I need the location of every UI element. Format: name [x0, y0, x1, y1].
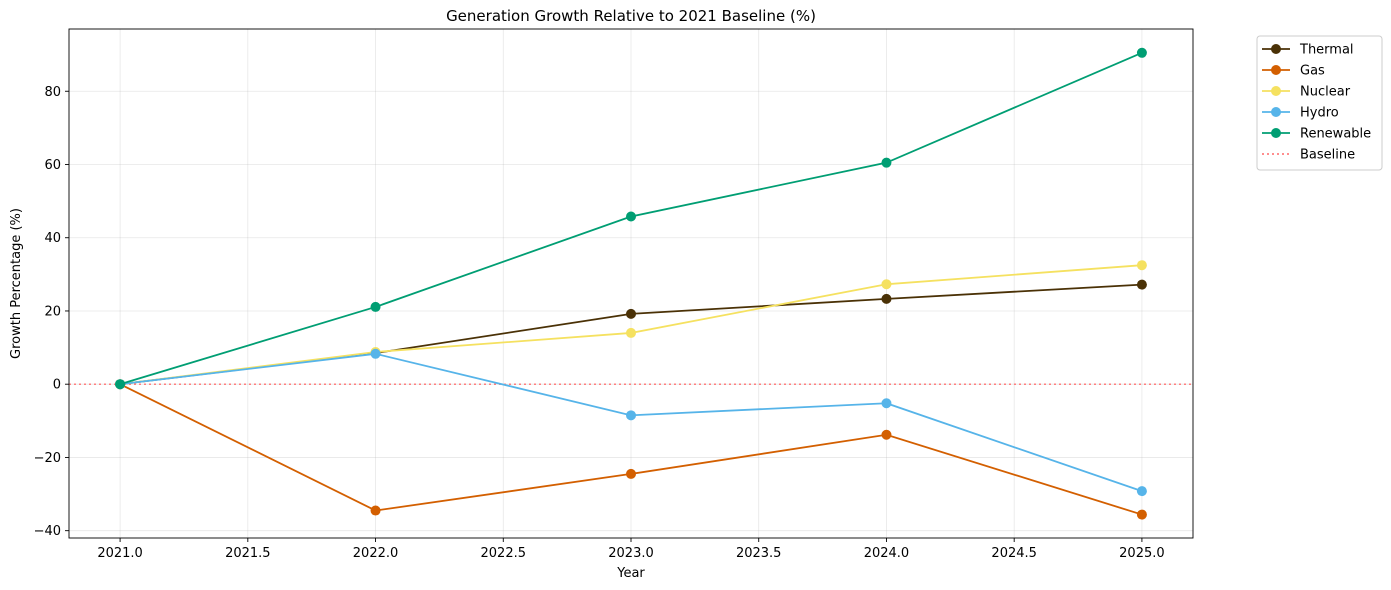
data-point-thermal [626, 308, 636, 319]
data-point-gas [370, 505, 381, 516]
y-axis: −40 −20 0 20 40 60 80 [34, 85, 69, 539]
x-axis: 2021.0 2021.5 2022.0 2022.5 2023.0 2023.5 2024… [97, 538, 1165, 561]
legend-label-thermal: Thermal [1299, 43, 1354, 58]
data-point-renewable [370, 301, 381, 312]
legend-label-hydro: Hydro [1300, 106, 1339, 121]
x-tick-label: 2021.5 [225, 546, 271, 561]
data-point-renewable [881, 157, 892, 168]
data-point-nuclear [626, 327, 636, 338]
data-point-gas [1136, 509, 1147, 520]
y-tick-label: 80 [44, 85, 61, 100]
series-renewable [115, 47, 1147, 390]
data-point-nuclear [881, 279, 892, 290]
data-point-renewable [1136, 47, 1147, 58]
x-axis-title: Year [616, 566, 645, 581]
series-gas [115, 379, 1147, 520]
y-tick-label: −20 [34, 451, 61, 466]
x-tick-label: 2025.0 [1119, 546, 1165, 561]
legend-marker-renewable [1271, 128, 1281, 138]
legend-label-renewable: Renewable [1300, 127, 1371, 142]
data-point-renewable [626, 211, 636, 222]
data-point-gas [626, 468, 636, 479]
y-tick-label: 60 [44, 158, 61, 173]
x-tick-label: 2022.5 [481, 546, 527, 561]
legend-item-nuclear: Nuclear [1262, 85, 1351, 100]
legend-label-baseline: Baseline [1300, 148, 1355, 163]
data-point-nuclear [1136, 260, 1147, 271]
legend-label-gas: Gas [1300, 64, 1325, 79]
legend-marker-gas [1271, 65, 1281, 75]
grid [69, 29, 1193, 538]
data-point-hydro [626, 410, 636, 421]
data-point-thermal [1136, 279, 1147, 290]
legend-marker-thermal [1271, 44, 1281, 54]
data-point-thermal [881, 293, 892, 304]
legend-item-baseline: Baseline [1262, 148, 1355, 163]
legend-marker-nuclear [1271, 86, 1281, 96]
x-tick-label: 2024.5 [991, 546, 1037, 561]
legend-item-thermal: Thermal [1262, 43, 1354, 58]
x-tick-label: 2022.0 [353, 546, 399, 561]
y-axis-title: Growth Percentage (%) [9, 208, 24, 359]
series-layer [115, 47, 1147, 520]
x-tick-label: 2023.5 [736, 546, 782, 561]
y-tick-label: 40 [44, 231, 61, 246]
legend: Thermal Gas Nuclear Hydro Renewable Baseline [1256, 35, 1383, 171]
y-tick-label: 0 [53, 378, 61, 393]
y-tick-label: 20 [44, 304, 61, 319]
x-tick-label: 2021.0 [97, 546, 143, 561]
chart-title: Generation Growth Relative to 2021 Basel… [446, 7, 816, 25]
data-point-hydro [881, 398, 892, 409]
legend-item-gas: Gas [1262, 64, 1325, 79]
data-point-renewable [115, 379, 126, 390]
data-point-gas [881, 429, 892, 440]
x-tick-label: 2024.0 [864, 546, 910, 561]
legend-item-renewable: Renewable [1262, 127, 1371, 142]
x-tick-label: 2023.0 [608, 546, 654, 561]
y-tick-label: −40 [34, 524, 61, 539]
legend-marker-hydro [1271, 107, 1281, 117]
legend-label-nuclear: Nuclear [1300, 85, 1351, 100]
data-point-hydro [1136, 486, 1147, 497]
data-point-hydro [370, 348, 381, 359]
legend-item-hydro: Hydro [1262, 106, 1339, 121]
